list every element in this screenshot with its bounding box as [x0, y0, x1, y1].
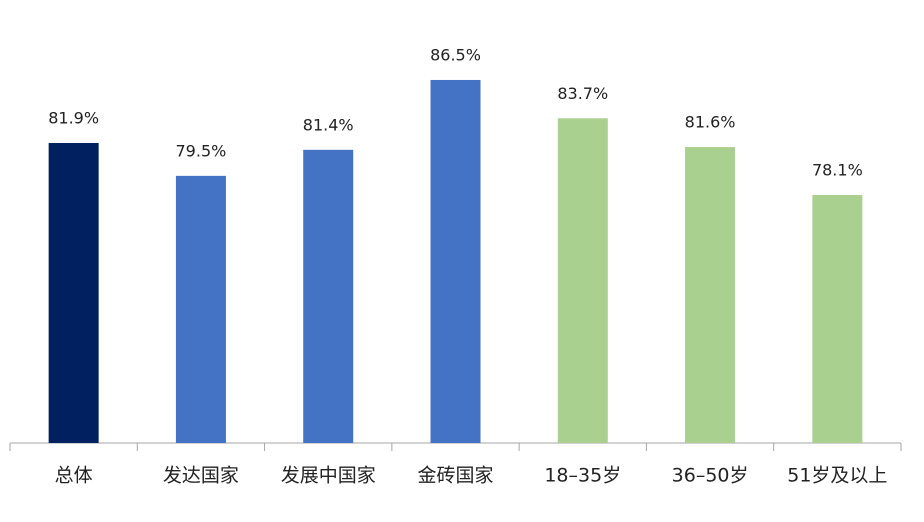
value-label: 83.7%	[557, 84, 608, 103]
value-label: 78.1%	[812, 161, 863, 180]
bar	[812, 195, 863, 443]
x-tick-label: 51岁及以上	[787, 465, 887, 487]
bar	[48, 142, 99, 443]
x-tick-label: 总体	[55, 465, 93, 487]
value-label: 79.5%	[176, 141, 227, 160]
value-label: 81.4%	[303, 115, 354, 134]
value-label: 81.9%	[48, 108, 99, 127]
x-tick-label: 发达国家	[163, 465, 239, 487]
bar	[685, 147, 736, 443]
bar	[557, 118, 608, 443]
x-tick-label: 金砖国家	[417, 465, 493, 487]
x-tick-label: 18–35岁	[544, 465, 621, 487]
bar	[430, 79, 481, 443]
bar	[303, 149, 354, 443]
x-tick-label: 发展中国家	[281, 465, 376, 487]
x-tick-label: 36–50岁	[672, 465, 749, 487]
value-label: 81.6%	[685, 113, 736, 132]
value-label: 86.5%	[430, 45, 481, 64]
bar	[175, 175, 226, 443]
